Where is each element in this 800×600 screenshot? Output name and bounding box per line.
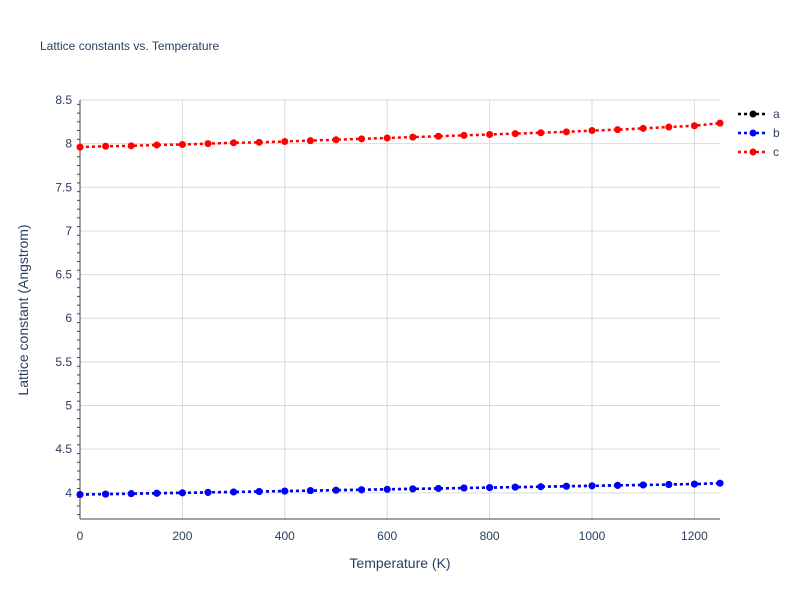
series-line-c	[79, 121, 721, 149]
x-tick-label: 0	[77, 529, 84, 543]
legend-label-a[interactable]: a	[773, 107, 780, 121]
series-point-c	[358, 135, 366, 143]
series-point-c	[434, 132, 442, 140]
series-point-b	[102, 490, 110, 498]
series-point-c	[690, 122, 698, 130]
series-point-c	[178, 141, 186, 149]
legend-marker-b[interactable]	[749, 129, 757, 137]
series-point-b	[690, 480, 698, 488]
series-point-c	[204, 140, 212, 148]
series-point-b	[127, 490, 135, 498]
axes: 0 200 400 600 800 1000 1200 4 4.5 5 5.5 6 6.5 7 7.5 8 8.…	[55, 93, 720, 543]
series-point-b	[562, 482, 570, 490]
legend-label-c[interactable]: c	[773, 145, 779, 159]
series-point-b	[306, 487, 314, 495]
y-axis-title: Lattice constant (Angstrom)	[15, 224, 31, 395]
series-point-c	[409, 133, 417, 141]
y-tick-label: 8	[65, 137, 72, 151]
series-point-b	[511, 483, 519, 491]
series-point-b	[639, 481, 647, 489]
legend-marker-c[interactable]	[749, 148, 757, 156]
legend-marker-a[interactable]	[749, 110, 757, 118]
series-point-c	[332, 136, 340, 144]
series-point-b	[614, 481, 622, 489]
series-point-c	[383, 134, 391, 142]
grid-lines	[80, 99, 720, 519]
series-point-c	[255, 138, 263, 146]
series-line-b	[79, 481, 721, 496]
series-point-c	[716, 119, 724, 127]
series-point-b	[281, 487, 289, 495]
series-point-b	[537, 483, 545, 491]
series-point-c	[460, 131, 468, 139]
x-axis-title: Temperature (K)	[349, 555, 450, 571]
y-tick-label: 7.5	[55, 180, 72, 194]
series-point-b	[716, 479, 724, 487]
series-point-b	[486, 484, 494, 492]
series-point-b	[255, 488, 263, 496]
y-tick-label: 7	[65, 224, 72, 238]
series-point-c	[639, 124, 647, 132]
x-tick-label: 1200	[681, 529, 708, 543]
legend[interactable]: abc	[738, 107, 780, 159]
series-point-c	[102, 142, 110, 150]
series-point-b	[409, 485, 417, 493]
series-point-b	[434, 484, 442, 492]
x-tick-label: 600	[377, 529, 397, 543]
x-tick-label: 400	[275, 529, 295, 543]
series-point-c	[665, 123, 673, 131]
series-point-c	[486, 130, 494, 138]
series-point-c	[511, 130, 519, 138]
y-tick-label: 5	[65, 399, 72, 413]
series-point-b	[383, 485, 391, 493]
series-point-c	[306, 137, 314, 145]
x-tick-label: 1000	[579, 529, 606, 543]
series-point-b	[204, 488, 212, 496]
series-point-c	[281, 137, 289, 145]
series-point-c	[614, 126, 622, 134]
series-point-c	[76, 143, 84, 151]
series-point-b	[178, 489, 186, 497]
series-point-b	[153, 489, 161, 497]
y-tick-label: 5.5	[55, 355, 72, 369]
x-tick-label: 800	[480, 529, 500, 543]
series-point-b	[460, 484, 468, 492]
y-tick-label: 6.5	[55, 268, 72, 282]
series-point-b	[332, 486, 340, 494]
series-point-b	[665, 481, 673, 489]
chart-title: Lattice constants vs. Temperature	[40, 39, 220, 53]
series-point-b	[358, 486, 366, 494]
series-point-c	[127, 142, 135, 150]
y-tick-label: 8.5	[55, 93, 72, 107]
y-tick-label: 6	[65, 311, 72, 325]
series-point-c	[562, 128, 570, 136]
series-point-b	[588, 482, 596, 490]
y-tick-label: 4	[65, 486, 72, 500]
series-point-b	[76, 491, 84, 499]
series-point-c	[537, 129, 545, 137]
series-point-b	[230, 488, 238, 496]
series-point-c	[153, 141, 161, 149]
series-point-c	[230, 139, 238, 147]
plot-area	[76, 119, 724, 499]
x-tick-label: 200	[172, 529, 192, 543]
y-tick-label: 4.5	[55, 442, 72, 456]
legend-label-b[interactable]: b	[773, 126, 780, 140]
series-point-c	[588, 127, 596, 135]
